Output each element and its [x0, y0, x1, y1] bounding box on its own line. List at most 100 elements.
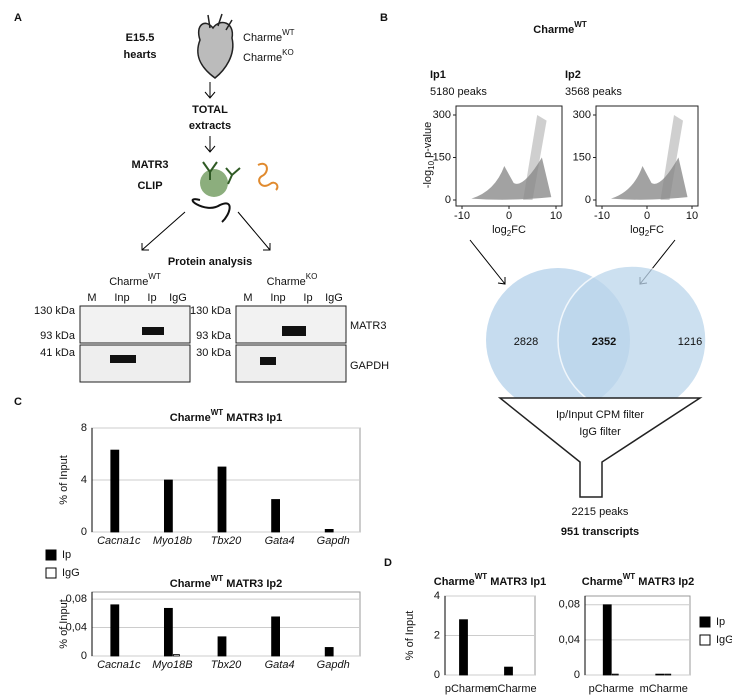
plot-frame — [584, 595, 691, 676]
text-part: MATR3 Ip1 — [487, 576, 546, 588]
sample-label: E15.5 — [126, 32, 155, 44]
text-part: 2 — [507, 229, 512, 238]
text-part: WT — [148, 272, 161, 281]
bar — [163, 479, 173, 533]
legend-swatch — [699, 616, 711, 628]
y-tick-label: 0 — [81, 526, 87, 538]
clip-icon — [191, 161, 279, 223]
x-tick-label: Gata4 — [265, 659, 295, 671]
x-tick-label: 10 — [550, 210, 562, 222]
marker-label: 30 kDa — [196, 347, 232, 359]
x-tick-label: Cacna1c — [97, 659, 141, 671]
x-tick-label: -10 — [594, 210, 610, 222]
blot-header: CharmeWT — [109, 272, 161, 288]
funnel — [497, 397, 703, 498]
chart-title: CharmeWT MATR3 Ip1 — [434, 572, 546, 588]
heart-icon — [197, 13, 234, 79]
bar — [459, 619, 468, 676]
panel-letter: B — [380, 12, 388, 24]
text-part: Charme — [109, 276, 148, 288]
x-tick-label: 0 — [506, 210, 512, 222]
plot-name: Ip1 — [430, 69, 446, 81]
peaks-label: 5180 peaks — [430, 86, 487, 98]
bar — [324, 647, 334, 657]
text-part: Charme — [533, 24, 574, 36]
bar — [611, 673, 619, 676]
text-part: p-value — [422, 122, 434, 161]
legend-label: IgG — [62, 567, 80, 579]
text-part: 2 — [645, 229, 650, 238]
lane-label: IgG — [325, 292, 343, 304]
text-part: KO — [282, 48, 294, 57]
peaks-count: 2215 peaks — [572, 506, 629, 518]
lane-label: M — [87, 292, 96, 304]
x-tick-label: Tbx20 — [211, 535, 242, 547]
text-part: MATR3 Ip2 — [223, 578, 282, 590]
text-part: WT — [475, 572, 488, 581]
chart-title: CharmeWT MATR3 Ip2 — [582, 572, 694, 588]
x-tick-label: Cacna1c — [97, 535, 141, 547]
y-axis-label: % of Input — [58, 599, 70, 649]
legend-swatch — [699, 634, 711, 646]
text-part: Charme — [582, 576, 623, 588]
marker-label: 130 kDa — [34, 305, 76, 317]
text-part: WT — [211, 574, 224, 583]
y-tick-label: 300 — [573, 109, 591, 121]
lane-label: Inp — [114, 292, 129, 304]
bar — [504, 666, 513, 676]
y-tick-label: 0,08 — [559, 599, 580, 611]
x-tick-label: Tbx20 — [211, 659, 242, 671]
bar — [110, 604, 120, 657]
genotype: CharmeKO — [243, 48, 294, 64]
analysis-label: Protein analysis — [168, 256, 252, 268]
text-part: KO — [306, 272, 318, 281]
y-tick-label: 0,08 — [66, 593, 87, 605]
bar — [110, 449, 120, 533]
transcripts-count: 951 transcripts — [561, 526, 639, 538]
x-tick-label: 0 — [644, 210, 650, 222]
genotype: CharmeWT — [243, 28, 295, 44]
y-axis-label: % of Input — [58, 455, 70, 505]
text-part: Charme — [243, 32, 282, 44]
bar — [271, 499, 281, 533]
marker-label: 41 kDa — [40, 347, 76, 359]
x-tick-label: Gapdh — [317, 659, 350, 671]
y-tick-label: 4 — [81, 474, 87, 486]
blot-header: CharmeKO — [267, 272, 318, 288]
x-tick-label: pCharme — [445, 683, 490, 695]
protein-label: MATR3 — [350, 320, 386, 332]
sample-label: hearts — [123, 49, 156, 61]
y-tick-label: 0 — [445, 194, 451, 206]
y-axis-label: -log10 p-value — [422, 122, 436, 188]
bar — [217, 636, 227, 657]
panel-letter: D — [384, 557, 392, 569]
panel-title: CharmeWT — [533, 20, 587, 36]
y-tick-label: 0 — [574, 669, 580, 681]
plot-name: Ip2 — [565, 69, 581, 81]
text-part: MATR3 Ip2 — [635, 576, 694, 588]
text-part: WT — [211, 408, 224, 417]
filter-label: Ip/Input CPM filter — [556, 409, 644, 421]
bar — [271, 616, 281, 657]
x-tick-label: -10 — [454, 210, 470, 222]
bar — [163, 607, 173, 657]
y-tick-label: 4 — [434, 590, 440, 602]
legend-swatch — [45, 549, 57, 561]
text-part: WT — [574, 20, 587, 29]
panel-letter: C — [14, 396, 22, 408]
venn — [486, 265, 707, 415]
legend-label: Ip — [716, 616, 725, 628]
x-tick-label: pCharme — [589, 683, 634, 695]
text-part: WT — [282, 28, 295, 37]
bar — [655, 673, 665, 676]
y-tick-label: 8 — [81, 422, 87, 434]
bar — [172, 654, 180, 657]
point-cloud — [523, 115, 547, 200]
point-cloud — [611, 157, 688, 200]
y-tick-label: 0 — [81, 650, 87, 662]
text-part: FC — [649, 224, 664, 236]
filter-label: IgG filter — [579, 426, 621, 438]
x-axis-label: log2FC — [492, 224, 526, 238]
x-tick-label: Gapdh — [317, 535, 350, 547]
